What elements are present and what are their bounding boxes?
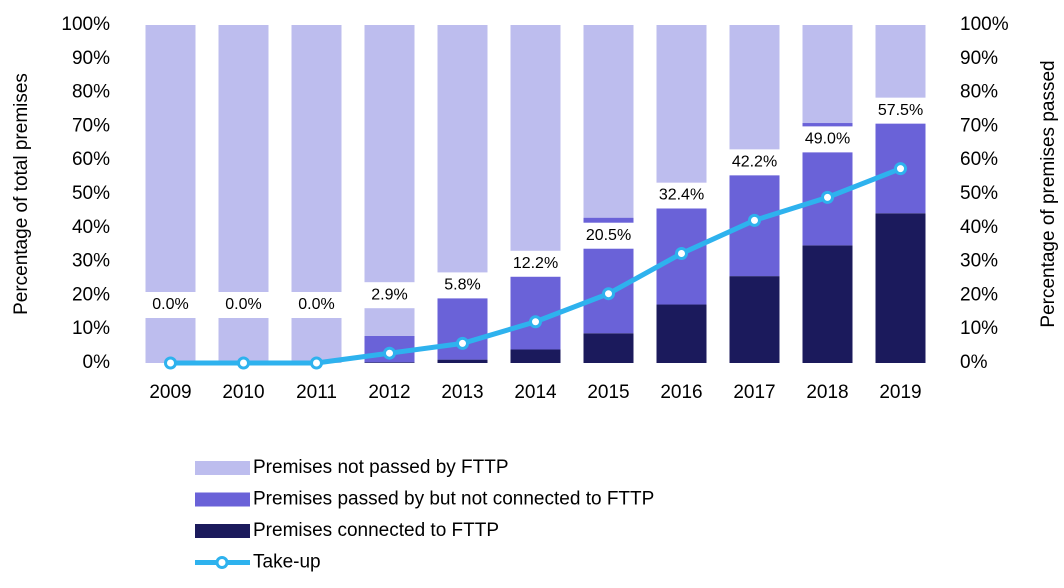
bar-segment — [729, 276, 780, 363]
value-label: 57.5% — [878, 102, 923, 119]
x-tick-label: 2018 — [806, 382, 848, 403]
value-label: 5.8% — [444, 277, 480, 294]
value-label: 0.0% — [225, 296, 261, 313]
legend-label: Premises connected to FTTP — [253, 520, 499, 541]
value-label: 32.4% — [659, 187, 704, 204]
y-tick-label: 80% — [72, 82, 110, 103]
bar-segment — [583, 333, 634, 363]
value-label: 0.0% — [298, 296, 334, 313]
bar-segment — [510, 349, 561, 363]
y2-tick-label: 0% — [960, 352, 988, 373]
x-tick-label: 2015 — [587, 382, 629, 403]
value-label-bg — [870, 97, 931, 124]
y-tick-label: 50% — [72, 183, 110, 204]
y-tick-label: 10% — [72, 318, 110, 339]
legend-swatch — [195, 492, 250, 507]
y2-tick-label: 30% — [960, 251, 998, 272]
line-point — [383, 346, 396, 360]
y2-tick-label: 80% — [960, 82, 998, 103]
value-label: 12.2% — [513, 255, 558, 272]
bar-segment — [875, 25, 926, 103]
value-label-bg — [578, 222, 639, 249]
value-label-bg — [724, 149, 785, 176]
y2-tick-label: 70% — [960, 115, 998, 136]
line-point — [164, 356, 177, 370]
line-point — [821, 190, 834, 204]
y2-tick-label: 60% — [960, 149, 998, 170]
x-tick-label: 2011 — [296, 382, 337, 403]
line-point — [894, 162, 907, 176]
x-tick-label: 2017 — [733, 382, 775, 403]
x-tick-label: 2016 — [660, 382, 702, 403]
bar-segment — [656, 304, 707, 363]
value-label-bg — [286, 292, 347, 318]
line-point — [602, 287, 615, 301]
legend-swatch — [195, 461, 250, 475]
y-tick-label: 0% — [83, 352, 111, 373]
y2-tick-label: 40% — [960, 217, 998, 238]
y2-tick-label: 100% — [960, 14, 1009, 35]
line-point — [529, 315, 542, 329]
y-tick-label: 40% — [72, 217, 110, 238]
value-label: 2.9% — [371, 286, 407, 303]
x-tick-label: 2012 — [368, 382, 410, 403]
value-label: 42.2% — [732, 154, 777, 171]
y-tick-label: 70% — [72, 115, 110, 136]
line-point — [456, 336, 469, 350]
value-label-bg — [140, 292, 201, 318]
legend-swatch — [215, 556, 229, 569]
value-label-bg — [505, 250, 566, 277]
legend-swatch — [195, 524, 250, 538]
bar-segment — [437, 359, 488, 363]
value-label: 0.0% — [152, 296, 188, 313]
line-point — [310, 356, 323, 370]
y2-tick-label: 10% — [960, 318, 998, 339]
y-tick-label: 60% — [72, 149, 110, 170]
line-point — [675, 246, 688, 260]
value-label-bg — [213, 292, 274, 318]
bar-segment — [656, 25, 707, 183]
bar-segment — [802, 245, 853, 363]
x-tick-label: 2009 — [149, 382, 191, 403]
value-label-bg — [432, 272, 493, 299]
y-axis-title: Percentage of total premises — [11, 73, 32, 315]
x-tick-label: 2014 — [514, 382, 557, 403]
y2-tick-label: 90% — [960, 48, 998, 69]
line-point — [237, 356, 250, 370]
bar-segment — [802, 25, 853, 124]
value-label: 20.5% — [586, 227, 631, 244]
x-tick-label: 2013 — [441, 382, 483, 403]
value-label: 49.0% — [805, 131, 850, 148]
y-tick-label: 90% — [72, 48, 110, 69]
y-tick-label: 100% — [61, 14, 110, 35]
y2-axis-title: Percentage of premises passed — [1038, 60, 1059, 327]
y-tick-label: 20% — [72, 284, 110, 305]
legend-label: Premises passed by but not connected to … — [253, 489, 654, 510]
bar-segment — [510, 25, 561, 254]
bar-segment — [729, 25, 780, 157]
bar-segment — [875, 213, 926, 363]
value-label-bg — [651, 182, 712, 209]
y2-tick-label: 50% — [960, 183, 998, 204]
bar-segment — [437, 25, 488, 291]
value-label-bg — [359, 282, 420, 309]
line-point — [748, 213, 761, 227]
value-label-bg — [797, 126, 858, 153]
bar-segment — [583, 25, 634, 218]
x-tick-label: 2019 — [879, 382, 921, 403]
bar-segment — [364, 362, 415, 363]
x-tick-label: 2010 — [222, 382, 264, 403]
y2-tick-label: 20% — [960, 284, 998, 305]
legend-label: Take-up — [253, 552, 321, 573]
legend-label: Premises not passed by FTTP — [253, 457, 509, 478]
y-tick-label: 30% — [72, 251, 110, 272]
